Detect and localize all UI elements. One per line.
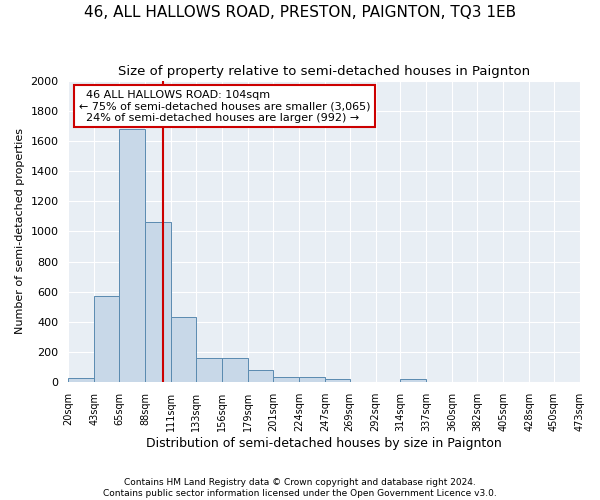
Bar	[299, 377, 325, 382]
Bar	[119, 129, 145, 382]
Bar	[145, 222, 171, 382]
X-axis label: Distribution of semi-detached houses by size in Paignton: Distribution of semi-detached houses by …	[146, 437, 502, 450]
Bar	[248, 370, 273, 382]
Bar	[196, 358, 222, 382]
Bar	[325, 380, 350, 382]
Text: 46 ALL HALLOWS ROAD: 104sqm
← 75% of semi-detached houses are smaller (3,065)
  : 46 ALL HALLOWS ROAD: 104sqm ← 75% of sem…	[79, 90, 370, 123]
Bar	[94, 296, 119, 382]
Bar	[273, 377, 299, 382]
Bar	[222, 358, 248, 382]
Text: 46, ALL HALLOWS ROAD, PRESTON, PAIGNTON, TQ3 1EB: 46, ALL HALLOWS ROAD, PRESTON, PAIGNTON,…	[84, 5, 516, 20]
Title: Size of property relative to semi-detached houses in Paignton: Size of property relative to semi-detach…	[118, 65, 530, 78]
Text: Contains HM Land Registry data © Crown copyright and database right 2024.
Contai: Contains HM Land Registry data © Crown c…	[103, 478, 497, 498]
Bar	[400, 380, 427, 382]
Bar	[171, 318, 196, 382]
Y-axis label: Number of semi-detached properties: Number of semi-detached properties	[15, 128, 25, 334]
Bar	[68, 378, 94, 382]
